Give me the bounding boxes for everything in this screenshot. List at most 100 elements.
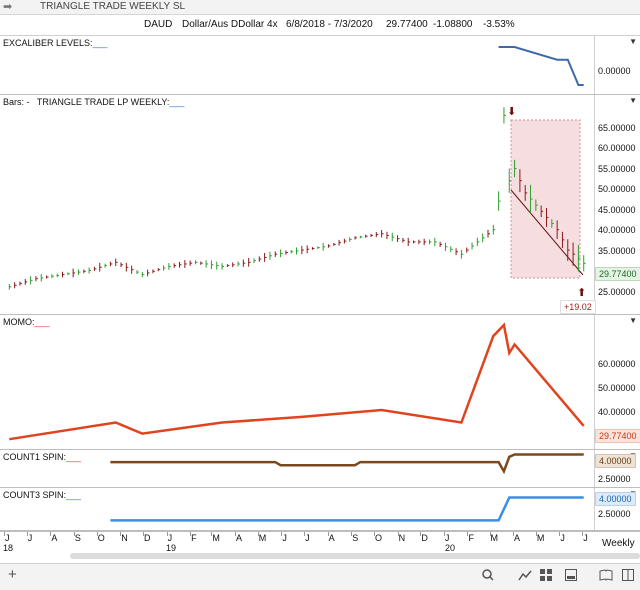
symbol-label[interactable]: DAUD — [144, 19, 173, 30]
bottom-toolbar: + — [0, 563, 640, 590]
count3-panel[interactable]: COUNT3 SPIN:___ ▼ 4.00000 2.50000 — [0, 488, 640, 531]
month-label: D — [144, 533, 151, 543]
month-tick — [281, 532, 283, 536]
horizontal-scrollbar[interactable] — [70, 553, 640, 559]
period-selector[interactable]: Weekly — [602, 538, 635, 549]
last-value-badge: 29.77400 — [595, 429, 640, 443]
count1-panel[interactable]: COUNT1 SPIN:___ ▼ 4.00000 2.50000 — [0, 450, 640, 488]
window-title: TRIANGLE TRADE WEEKLY SL — [40, 1, 186, 12]
tick-label: 45.00000 — [598, 205, 636, 215]
plus-icon[interactable]: + — [8, 566, 17, 583]
month-tick — [443, 532, 445, 536]
month-tick — [467, 532, 469, 536]
month-label: M — [536, 533, 545, 543]
month-tick — [327, 532, 329, 536]
month-label: S — [74, 533, 81, 543]
search-icon[interactable] — [482, 569, 494, 584]
bars-panel[interactable]: Bars: - TRIANGLE TRADE LP WEEKLY:___ ▼ 6… — [0, 95, 640, 315]
month-tick — [234, 532, 236, 536]
title-bar: ➡ TRIANGLE TRADE WEEKLY SL — [0, 0, 640, 15]
month-label: F — [191, 533, 197, 543]
month-tick — [190, 532, 192, 536]
tick-label: 40.00000 — [598, 407, 636, 417]
triangle-box — [510, 119, 581, 279]
month-label: J — [560, 533, 565, 543]
price-change: -1.08800 — [433, 19, 473, 30]
excaliber-label: EXCALIBER LEVELS:___ — [3, 38, 108, 48]
chevron-down-icon[interactable]: ▼ — [629, 316, 637, 325]
arrow-right-icon[interactable]: ➡ — [3, 1, 13, 13]
month-tick — [351, 532, 353, 536]
month-label: J — [583, 533, 588, 543]
month-tick — [120, 532, 122, 536]
momo-label: MOMO:___ — [3, 317, 50, 327]
bars-plot: ⬇ ⬆ — [8, 105, 586, 299]
month-tick — [513, 532, 515, 536]
count1-label: COUNT1 SPIN:___ — [3, 452, 82, 462]
month-tick — [4, 532, 5, 536]
count1-plot — [110, 453, 584, 475]
momo-plot — [9, 322, 585, 441]
month-label: N — [121, 533, 128, 543]
count3-line — [110, 496, 584, 522]
momo-panel[interactable]: MOMO:___ ▼ 60.00000 50.00000 40.00000 29… — [0, 315, 640, 450]
last-price: 29.77400 — [386, 19, 428, 30]
last-value-badge: 29.77400 — [595, 267, 640, 281]
month-tick — [96, 532, 98, 536]
month-label: O — [375, 533, 383, 543]
month-tick — [582, 532, 584, 536]
month-tick — [374, 532, 376, 536]
up-arrow-icon: ⬆ — [577, 286, 586, 299]
excaliber-line — [498, 46, 584, 86]
chevron-down-icon[interactable]: ▼ — [629, 96, 637, 105]
tick-label: 2.50000 — [598, 474, 631, 484]
month-label: F — [468, 533, 474, 543]
tick-label: 35.00000 — [598, 246, 636, 256]
excaliber-panel[interactable]: EXCALIBER LEVELS:___ ▼ 0.00000 — [0, 36, 640, 95]
month-tick — [304, 532, 306, 536]
month-label: J — [282, 533, 287, 543]
month-label: J — [5, 533, 10, 543]
tick-label: 60.00000 — [598, 143, 636, 153]
x-axis: J J A S O N D J F M A M J J A S O N D J F M A M J J 18 19 20 Week… — [0, 531, 640, 554]
month-tick — [143, 532, 145, 536]
count3-label: COUNT3 SPIN:___ — [3, 490, 82, 500]
month-tick — [50, 532, 52, 536]
tick-label: 50.00000 — [598, 383, 636, 393]
year-label: 20 — [445, 543, 456, 553]
month-label: A — [514, 533, 521, 543]
tick-label: 2.50000 — [598, 509, 631, 519]
gain-annotation: +19.02 — [560, 300, 596, 314]
count3-plot — [110, 496, 584, 522]
month-tick — [559, 532, 561, 536]
month-tick — [535, 532, 537, 536]
count1-line — [110, 453, 584, 475]
month-label: J — [167, 533, 173, 543]
columns-icon[interactable] — [622, 569, 634, 584]
month-tick — [73, 532, 75, 536]
symbol-description: Dollar/Aus DDollar 4x — [182, 19, 278, 30]
tick-label: 60.00000 — [598, 359, 636, 369]
tick-label: 0.00000 — [598, 66, 631, 76]
down-arrow-icon: ⬇ — [507, 105, 516, 118]
book-icon[interactable] — [599, 569, 613, 584]
month-label: J — [27, 533, 33, 543]
month-label: A — [51, 533, 58, 543]
month-label: M — [258, 533, 267, 543]
excaliber-plot — [498, 46, 584, 86]
month-label: M — [212, 533, 220, 543]
month-tick — [397, 532, 399, 536]
last-value-badge: 4.00000 — [595, 492, 636, 506]
month-tick — [420, 532, 422, 536]
month-label: O — [97, 533, 105, 543]
window-icon[interactable] — [565, 569, 577, 584]
month-label: S — [352, 533, 359, 543]
line-chart-icon[interactable] — [518, 569, 532, 584]
month-label: M — [490, 533, 499, 543]
date-range: 6/8/2018 - 7/3/2020 — [286, 19, 373, 30]
month-tick — [26, 532, 28, 536]
chevron-down-icon[interactable]: ▼ — [629, 37, 637, 46]
month-tick — [211, 532, 213, 536]
symbol-info-bar: DAUD Dollar/Aus DDollar 4x 6/8/2018 - 7/… — [0, 15, 640, 36]
grid-icon[interactable] — [540, 569, 552, 584]
